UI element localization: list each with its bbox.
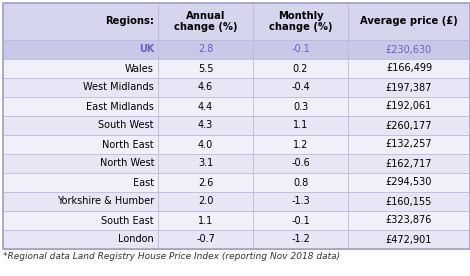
Text: £294,530: £294,530	[386, 177, 432, 187]
Bar	[3, 97, 158, 116]
Text: North East: North East	[102, 139, 154, 150]
Text: £323,876: £323,876	[386, 216, 432, 225]
Text: *Regional data Land Registry House Price Index (reporting Nov 2018 data): *Regional data Land Registry House Price…	[3, 252, 340, 261]
Text: 0.8: 0.8	[293, 177, 308, 187]
Bar	[253, 192, 348, 211]
Text: 0.3: 0.3	[293, 102, 308, 112]
Text: 4.3: 4.3	[198, 121, 213, 131]
Bar	[3, 173, 158, 192]
Bar	[3, 154, 158, 173]
Bar	[158, 192, 253, 211]
Bar	[3, 40, 158, 59]
Text: 4.4: 4.4	[198, 102, 213, 112]
Bar	[348, 192, 470, 211]
Text: South West: South West	[99, 121, 154, 131]
Text: £132,257: £132,257	[386, 139, 432, 150]
Text: 4.6: 4.6	[198, 83, 213, 92]
Text: £197,387: £197,387	[386, 83, 432, 92]
Bar	[253, 59, 348, 78]
Bar	[158, 230, 253, 249]
Bar	[3, 78, 158, 97]
Bar	[348, 97, 470, 116]
Bar	[158, 135, 253, 154]
Bar	[253, 173, 348, 192]
Bar	[158, 116, 253, 135]
Bar	[158, 154, 253, 173]
Bar	[3, 3, 470, 249]
Bar	[348, 173, 470, 192]
Bar	[3, 230, 158, 249]
Text: £192,061: £192,061	[386, 102, 432, 112]
Text: South East: South East	[102, 216, 154, 225]
Bar	[348, 230, 470, 249]
Bar	[253, 230, 348, 249]
Text: £162,717: £162,717	[386, 158, 432, 169]
Text: 0.2: 0.2	[293, 63, 308, 73]
Bar	[3, 116, 158, 135]
Bar	[348, 211, 470, 230]
Text: East Midlands: East Midlands	[86, 102, 154, 112]
Bar	[348, 154, 470, 173]
Text: -1.2: -1.2	[291, 235, 310, 245]
Bar	[348, 135, 470, 154]
Text: East: East	[133, 177, 154, 187]
Text: Average price (£): Average price (£)	[360, 17, 458, 26]
Bar	[253, 3, 348, 40]
Bar	[158, 97, 253, 116]
Bar	[253, 40, 348, 59]
Bar	[158, 211, 253, 230]
Bar	[3, 211, 158, 230]
Bar	[253, 78, 348, 97]
Text: 2.8: 2.8	[198, 44, 213, 54]
Text: £230,630: £230,630	[386, 44, 432, 54]
Bar	[348, 3, 470, 40]
Bar	[348, 78, 470, 97]
Bar	[253, 97, 348, 116]
Bar	[158, 59, 253, 78]
Bar	[253, 116, 348, 135]
Text: Yorkshire & Humber: Yorkshire & Humber	[57, 197, 154, 206]
Bar	[158, 78, 253, 97]
Bar	[158, 3, 253, 40]
Text: Monthly
change (%): Monthly change (%)	[269, 11, 332, 32]
Text: 1.1: 1.1	[198, 216, 213, 225]
Text: -0.6: -0.6	[291, 158, 310, 169]
Text: -1.3: -1.3	[291, 197, 310, 206]
Text: -0.7: -0.7	[196, 235, 215, 245]
Bar	[348, 40, 470, 59]
Bar	[253, 211, 348, 230]
Bar	[3, 192, 158, 211]
Text: Regions:: Regions:	[105, 17, 154, 26]
Text: West Midlands: West Midlands	[83, 83, 154, 92]
Bar	[3, 3, 158, 40]
Bar	[253, 135, 348, 154]
Bar	[158, 173, 253, 192]
Bar	[3, 59, 158, 78]
Text: £472,901: £472,901	[386, 235, 432, 245]
Text: Wales: Wales	[125, 63, 154, 73]
Text: 4.0: 4.0	[198, 139, 213, 150]
Text: 5.5: 5.5	[198, 63, 213, 73]
Bar	[348, 59, 470, 78]
Text: 2.6: 2.6	[198, 177, 213, 187]
Text: London: London	[118, 235, 154, 245]
Text: Annual
change (%): Annual change (%)	[174, 11, 237, 32]
Text: 1.2: 1.2	[293, 139, 308, 150]
Text: £260,177: £260,177	[386, 121, 432, 131]
Bar	[253, 154, 348, 173]
Text: 1.1: 1.1	[293, 121, 308, 131]
Bar	[158, 40, 253, 59]
Text: -0.1: -0.1	[291, 44, 310, 54]
Text: -0.1: -0.1	[291, 216, 310, 225]
Text: 2.0: 2.0	[198, 197, 213, 206]
Text: 3.1: 3.1	[198, 158, 213, 169]
Text: £166,499: £166,499	[386, 63, 432, 73]
Text: UK: UK	[139, 44, 154, 54]
Text: North West: North West	[100, 158, 154, 169]
Bar	[3, 135, 158, 154]
Text: -0.4: -0.4	[291, 83, 310, 92]
Text: £160,155: £160,155	[386, 197, 432, 206]
Bar	[348, 116, 470, 135]
